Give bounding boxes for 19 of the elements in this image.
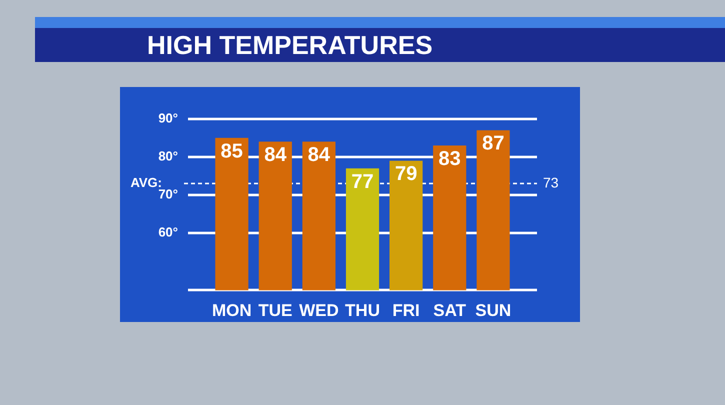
y-tick-label: 60° (158, 224, 178, 240)
data-label: 79 (394, 163, 418, 186)
chart-title: HIGH TEMPERATURES (147, 29, 433, 62)
x-tick-label: MON (212, 301, 252, 320)
x-tick-label: TUE (258, 301, 292, 320)
data-label: 77 (351, 170, 374, 193)
text: 73 (543, 174, 559, 190)
data-label: 85 (220, 140, 243, 162)
y-tick-label: 80° (158, 148, 178, 164)
data-label: 87 (482, 132, 504, 155)
x-tick-label: SUN (475, 301, 512, 320)
x-tick-label: THU (345, 301, 380, 320)
y-tick-label: 90° (158, 110, 178, 126)
data-label: 83 (438, 148, 461, 170)
x-tick-label: FRI (392, 301, 420, 320)
x-tick-label: SAT (433, 301, 467, 320)
x-tick-label: WED (299, 301, 339, 320)
data-label: 84 (308, 144, 331, 166)
data-label: 84 (264, 144, 288, 166)
